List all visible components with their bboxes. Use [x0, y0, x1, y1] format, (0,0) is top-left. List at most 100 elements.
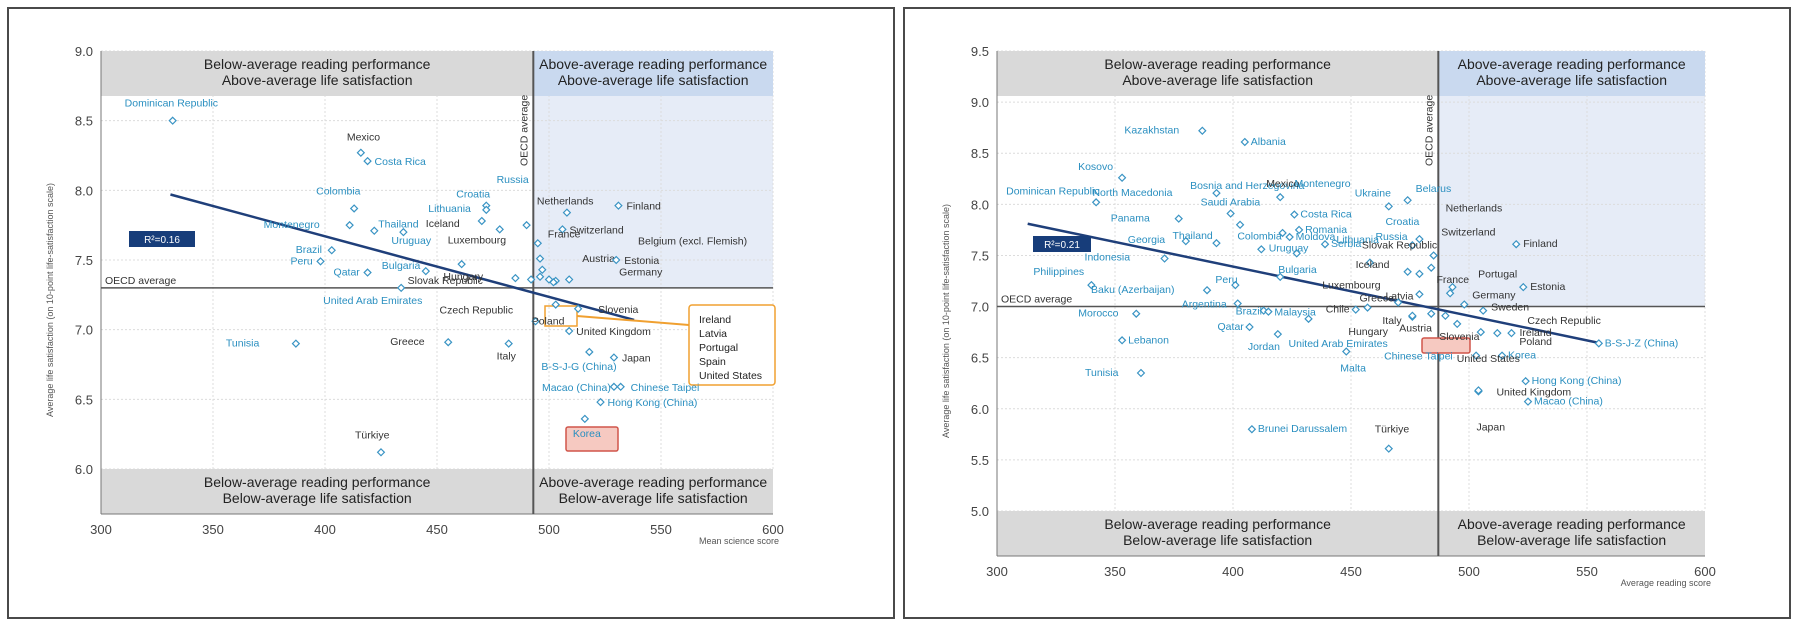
label-iceland: Iceland	[426, 218, 460, 230]
y-tick-label: 8.0	[75, 183, 93, 198]
point-romania	[1294, 225, 1304, 235]
label-brunei-darussalem: Brunei Darussalem	[1258, 423, 1348, 435]
group-callout-label: Portugal	[699, 342, 738, 354]
label-morocco: Morocco	[1078, 308, 1118, 320]
quadrant-label-top-right-line-1: Above-average reading performance	[539, 56, 767, 72]
label-slovenia: Slovenia	[1439, 331, 1479, 343]
x-tick-label: 600	[1694, 564, 1716, 579]
label-united-states: United States	[1457, 353, 1520, 365]
quadrant-label-bottom-right-line-1: Above-average reading performance	[539, 474, 767, 490]
label-north-macedonia: North Macedonia	[1092, 187, 1172, 199]
point-lithuania	[1408, 240, 1417, 250]
y-tick-label: 7.0	[75, 323, 93, 338]
trend-line	[170, 193, 635, 322]
group-connector	[576, 315, 690, 326]
quadrant-label-top-right-line-2: Above-average life satisfaction	[558, 72, 749, 88]
point-moldova	[1285, 232, 1294, 242]
y-tick-label: 7.5	[75, 253, 93, 268]
quadrant-band-bottom-left	[101, 469, 534, 514]
point-b-s-j-g-china	[585, 347, 594, 357]
label-b-s-j-z-china: B-S-J-Z (China)	[1605, 337, 1679, 349]
point-b-s-j-z-china	[1594, 339, 1604, 348]
point-estonia	[611, 255, 621, 265]
oecd-vertical-label: OECD average	[1423, 95, 1435, 166]
point-finland	[614, 201, 623, 210]
point-iceland	[477, 216, 487, 226]
label-poland: Poland	[1519, 336, 1552, 348]
x-tick-label: 450	[1340, 564, 1362, 579]
point-japan	[609, 353, 619, 362]
point-brazil	[327, 245, 336, 255]
quadrant-label-top-left-line-2: Above-average life satisfaction	[222, 72, 413, 88]
label-germany: Germany	[619, 267, 663, 279]
r-squared-box	[129, 231, 195, 247]
point-baku-azerbaijan	[1202, 285, 1212, 295]
label-baku-azerbaijan: Baku (Azerbaijan)	[1091, 284, 1174, 296]
label-netherlands: Netherlands	[1446, 202, 1503, 214]
label-macao-china: Macao (China)	[542, 382, 611, 394]
point-latvia	[1415, 290, 1424, 299]
point-tunisia	[291, 339, 301, 348]
quadrant-label-bottom-left-line-2: Below-average life satisfaction	[1123, 532, 1312, 548]
point-russia	[1415, 269, 1424, 279]
label-costa-rica: Costa Rica	[1300, 209, 1352, 221]
point-jordan	[1273, 329, 1283, 339]
trend-line	[1027, 222, 1602, 345]
label-belarus: Belarus	[1416, 183, 1452, 195]
point-switzerland	[1426, 263, 1436, 272]
point-morocco	[1131, 309, 1141, 318]
point-hong-kong-china	[596, 397, 605, 407]
point-chile	[1351, 305, 1360, 314]
label-b-s-j-g-china: B-S-J-G (China)	[541, 361, 616, 373]
point-slovenia	[573, 304, 583, 314]
group-callout-label: United States	[699, 370, 762, 382]
label-hong-kong-china: Hong Kong (China)	[1532, 375, 1622, 387]
point-serbia	[1320, 239, 1330, 249]
label-russia: Russia	[497, 174, 529, 186]
label-united-kingdom: United Kingdom	[1496, 386, 1571, 398]
label-argentina: Argentina	[1182, 298, 1227, 310]
x-axis-title: Mean science score	[699, 536, 779, 546]
x-tick-label: 600	[762, 522, 784, 537]
quadrant-band-bottom-right	[1438, 511, 1705, 556]
point-italy	[504, 339, 513, 348]
label-indonesia: Indonesia	[1085, 252, 1131, 264]
y-tick-label: 5.5	[971, 453, 989, 468]
point-united-states	[1476, 327, 1486, 337]
r-squared-box	[1033, 236, 1091, 252]
label-slovak-republic: Slovak Republic	[1362, 240, 1437, 252]
point-bosnia-and-herzegovina	[1235, 220, 1245, 230]
label-croatia: Croatia	[456, 189, 490, 201]
y-tick-label: 6.0	[971, 402, 989, 417]
label-chinese-taipei: Chinese Taipei	[1384, 351, 1453, 363]
group-callout-label: Spain	[699, 356, 726, 368]
quadrant-label-bottom-right-line-2: Below-average life satisfaction	[1477, 532, 1666, 548]
point-brunei-darussalem	[1247, 424, 1257, 434]
label-bulgaria: Bulgaria	[382, 260, 421, 272]
label-france: France	[548, 228, 581, 240]
point-luxembourg	[1393, 298, 1403, 307]
label-montenegro: Montenegro	[264, 219, 320, 231]
label-peru: Peru	[1215, 274, 1237, 286]
y-tick-label: 6.0	[75, 462, 93, 477]
point-france	[1448, 282, 1457, 292]
point-qatar	[1245, 322, 1254, 332]
r-squared-label: R²=0.21	[1044, 240, 1080, 251]
point-ukraine	[1384, 202, 1394, 211]
point-ireland	[1507, 328, 1516, 338]
point-portugal	[1445, 289, 1455, 298]
point-croatia	[1415, 234, 1424, 244]
label-thailand: Thailand	[378, 219, 418, 231]
y-tick-label: 7.5	[971, 248, 989, 263]
label-colombia: Colombia	[1237, 230, 1282, 242]
label-japan: Japan	[622, 353, 651, 365]
quadrant-band-bottom-right	[533, 469, 773, 514]
label-korea: Korea	[1508, 350, 1536, 362]
y-tick-label: 6.5	[971, 351, 989, 366]
label-ireland: Ireland	[1519, 327, 1551, 339]
quadrant-label-top-left-line-1: Below-average reading performance	[1104, 56, 1331, 72]
label-dominican-republic: Dominican Republic	[125, 98, 218, 110]
point-switzerland	[558, 225, 567, 234]
point-austria	[538, 265, 547, 275]
korea-highlight-box	[1421, 337, 1471, 354]
